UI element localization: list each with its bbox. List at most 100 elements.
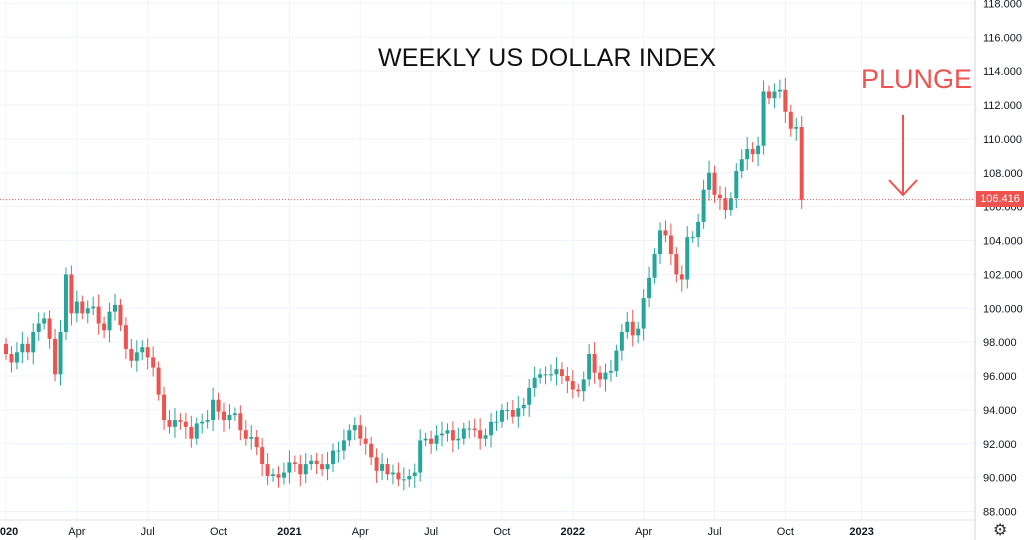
candle-body [189,426,194,439]
candle-body [668,235,673,255]
x-tick-label: Jul [707,526,721,538]
candle-body [516,408,521,417]
price-axis-labels: 88.000 90.000 92.000 94.000 96.000 98.000 100.… [983,0,1023,519]
candle-body [358,425,363,439]
gear-icon[interactable]: ⚙ [993,522,1008,539]
candle-body [85,308,90,314]
candle-body [412,472,417,476]
candle-body [440,433,444,436]
candle-body [788,111,793,129]
candle-body [74,301,79,314]
candle-body [200,421,205,424]
candle-body [614,350,619,371]
candle-body [663,230,668,236]
candle-body [418,440,423,473]
candle-body [745,149,750,160]
candle-body [107,311,112,331]
x-tick-label: Apr [68,526,85,538]
y-tick-label: 90.000 [983,473,1017,485]
candle-body [53,338,58,375]
candle-body [123,325,128,349]
candle-body [527,387,532,405]
y-tick-label: 94.000 [983,405,1017,417]
candle-body [140,347,145,353]
candle-body [69,274,74,314]
down-arrow [888,115,918,197]
candle-body [167,420,172,427]
candle-body [243,430,248,439]
candle-body [145,347,150,358]
candle-body [521,404,526,409]
candle-body [685,237,690,280]
candle-body [478,430,483,439]
candle-body [347,430,352,441]
candle-body [222,411,226,421]
arrow-head [888,179,918,197]
candle-body [374,457,379,471]
candle-body [369,443,374,458]
candle-body [151,357,156,368]
candle-body [549,374,553,376]
candle-body [423,438,428,441]
candle-body [341,440,346,451]
candle-body [238,413,243,431]
candle-body [429,438,434,444]
gridlines [0,0,975,520]
candle-body [467,428,472,430]
candle-body [63,274,68,332]
candle-body [260,447,265,465]
candle-body [385,464,390,475]
candle-body [625,321,630,332]
candle-body [281,472,286,478]
candle-body [292,462,297,465]
plunge-annotation: PLUNGE [861,64,973,94]
candle-body [4,343,8,355]
candle-body [249,437,254,439]
candle-body [309,460,314,465]
candle-body [543,374,548,376]
candle-body [472,428,477,431]
y-tick-label: 114.000 [983,66,1022,78]
candle-body [31,331,36,353]
candle-body [717,194,722,199]
candle-body [380,464,385,471]
candle-body [647,277,652,299]
candle-body [227,414,232,421]
candle-body [483,435,488,439]
candle-body [396,472,401,480]
candle-body [331,450,335,465]
candle-body [619,331,624,351]
candle-body [641,298,646,329]
candle-body [532,377,537,388]
candle-body [767,91,771,99]
x-tick-label: 2022 [561,526,585,538]
candle-body [58,331,63,375]
candle-body [352,425,357,431]
candle-body [178,420,183,422]
candle-body [325,464,330,470]
candle-body [701,189,706,222]
chart-title: WEEKLY US DOLLAR INDEX [378,44,717,72]
candle-body [134,352,139,361]
candle-body [674,254,679,275]
y-tick-label: 108.000 [983,168,1023,180]
candle-body [216,399,221,412]
x-tick-label: Oct [493,526,510,538]
candle-body [47,318,52,339]
candle-body [314,460,319,465]
candle-body [603,372,608,380]
candle-body [20,343,25,353]
y-tick-label: 98.000 [983,337,1017,349]
candle-body [712,172,717,195]
candle-body [336,450,341,452]
y-tick-label: 92.000 [983,439,1017,451]
candle-body [538,374,543,378]
candle-body [254,437,259,448]
candle-body [96,306,101,324]
candle-body [461,428,466,439]
candle-body [113,304,117,312]
candle-body [494,421,499,423]
candle-body [102,323,107,331]
candle-body [407,475,412,480]
